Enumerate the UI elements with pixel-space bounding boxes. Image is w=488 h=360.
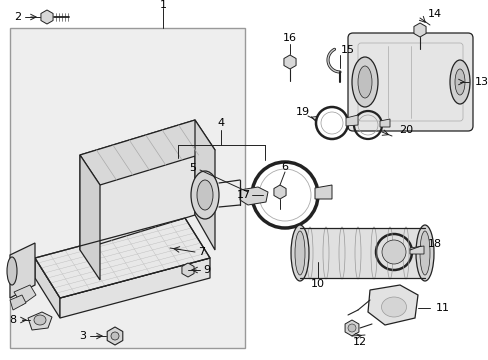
Ellipse shape [290, 225, 308, 281]
Polygon shape [379, 119, 389, 127]
Circle shape [347, 324, 355, 332]
Polygon shape [107, 327, 122, 345]
Ellipse shape [415, 225, 433, 281]
Text: 19: 19 [295, 107, 309, 117]
Text: 3: 3 [80, 331, 86, 341]
Text: 13: 13 [474, 77, 488, 87]
Polygon shape [10, 295, 26, 310]
Ellipse shape [357, 66, 371, 98]
Circle shape [381, 240, 405, 264]
Ellipse shape [419, 231, 429, 275]
Text: 16: 16 [283, 33, 296, 43]
Polygon shape [35, 218, 209, 298]
Text: 11: 11 [435, 303, 449, 313]
Ellipse shape [191, 171, 219, 219]
Polygon shape [80, 120, 215, 185]
Ellipse shape [381, 297, 406, 317]
Polygon shape [345, 320, 358, 336]
Text: 17: 17 [237, 190, 250, 200]
Text: 7: 7 [198, 247, 205, 257]
Polygon shape [28, 312, 52, 330]
Polygon shape [80, 120, 195, 250]
Text: 9: 9 [203, 265, 210, 275]
Polygon shape [80, 155, 100, 280]
Polygon shape [413, 23, 425, 37]
Text: 5: 5 [189, 163, 196, 173]
Ellipse shape [197, 180, 213, 210]
Text: 12: 12 [352, 337, 366, 347]
Text: 10: 10 [310, 279, 325, 289]
Polygon shape [182, 263, 194, 277]
Ellipse shape [449, 60, 469, 104]
Circle shape [111, 332, 119, 340]
Polygon shape [240, 187, 267, 205]
Ellipse shape [34, 315, 46, 325]
Text: 8: 8 [9, 315, 17, 325]
Polygon shape [60, 258, 209, 318]
Text: 6: 6 [281, 162, 288, 172]
Polygon shape [284, 55, 295, 69]
Bar [299, 228, 424, 278]
Ellipse shape [7, 257, 17, 285]
Ellipse shape [454, 69, 464, 95]
Polygon shape [41, 10, 53, 24]
Polygon shape [346, 115, 357, 126]
Text: 14: 14 [427, 9, 441, 19]
Text: 1: 1 [159, 0, 166, 10]
Text: 20: 20 [398, 125, 412, 135]
Text: 2: 2 [15, 12, 21, 22]
Polygon shape [14, 285, 36, 305]
Text: 15: 15 [340, 45, 354, 55]
Text: 4: 4 [217, 118, 224, 128]
Polygon shape [314, 185, 331, 199]
Ellipse shape [351, 57, 377, 107]
Polygon shape [195, 120, 215, 250]
Polygon shape [10, 243, 35, 298]
FancyBboxPatch shape [347, 33, 472, 131]
Ellipse shape [294, 231, 305, 275]
Polygon shape [409, 246, 423, 254]
Text: 18: 18 [427, 239, 441, 249]
Polygon shape [273, 185, 285, 199]
Polygon shape [35, 258, 60, 318]
Bar [10, 28, 244, 348]
Circle shape [375, 234, 411, 270]
Polygon shape [367, 285, 417, 325]
